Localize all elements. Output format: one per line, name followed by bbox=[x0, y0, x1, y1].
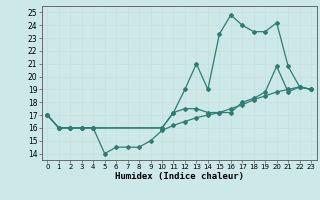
X-axis label: Humidex (Indice chaleur): Humidex (Indice chaleur) bbox=[115, 172, 244, 181]
